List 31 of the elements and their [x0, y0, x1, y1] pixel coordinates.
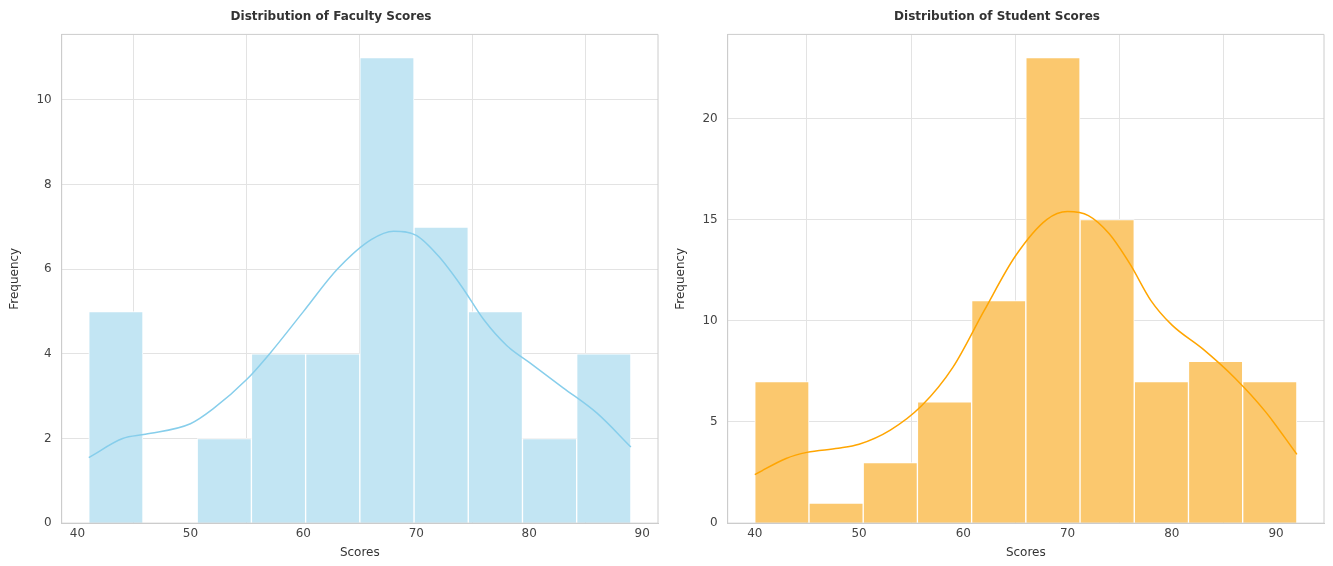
x-tick-label: 70	[408, 525, 424, 540]
y-tick-label: 5	[710, 414, 718, 429]
chart-title: Distribution of Student Scores	[894, 9, 1100, 24]
y-tick-label: 15	[702, 211, 718, 226]
y-tick-label: 8	[44, 176, 52, 191]
y-tick-label: 0	[710, 515, 718, 530]
line-series	[754, 210, 1298, 476]
y-tick-label: 10	[702, 312, 718, 327]
y-tick-label: 4	[44, 346, 52, 361]
x-tick-label: 60	[955, 525, 971, 540]
y-tick-label: 10	[36, 92, 52, 107]
x-tick-label: 50	[182, 525, 199, 540]
y-tick-label: 2	[44, 430, 52, 445]
x-axis-title: Scores	[1005, 544, 1046, 559]
x-tick-label: 40	[747, 525, 763, 540]
y-axis-title: Frequency	[673, 247, 688, 310]
line-series	[88, 230, 632, 459]
x-tick-label: 70	[1059, 525, 1076, 540]
y-tick-label: 0	[44, 515, 52, 530]
x-tick-label: 80	[1164, 525, 1180, 540]
x-tick-label: 40	[69, 525, 86, 540]
chart-title: Distribution of Faculty Scores	[230, 9, 432, 24]
x-tick-label: 50	[851, 525, 867, 540]
x-axis-title: Scores	[339, 544, 380, 559]
y-tick-label: 6	[44, 261, 52, 276]
y-tick-label: 20	[702, 110, 718, 125]
x-tick-label: 60	[295, 525, 311, 540]
x-tick-label: 90	[634, 525, 650, 540]
x-tick-label: 90	[1268, 525, 1284, 540]
y-axis-title: Frequency	[7, 247, 22, 310]
x-tick-label: 80	[521, 525, 537, 540]
